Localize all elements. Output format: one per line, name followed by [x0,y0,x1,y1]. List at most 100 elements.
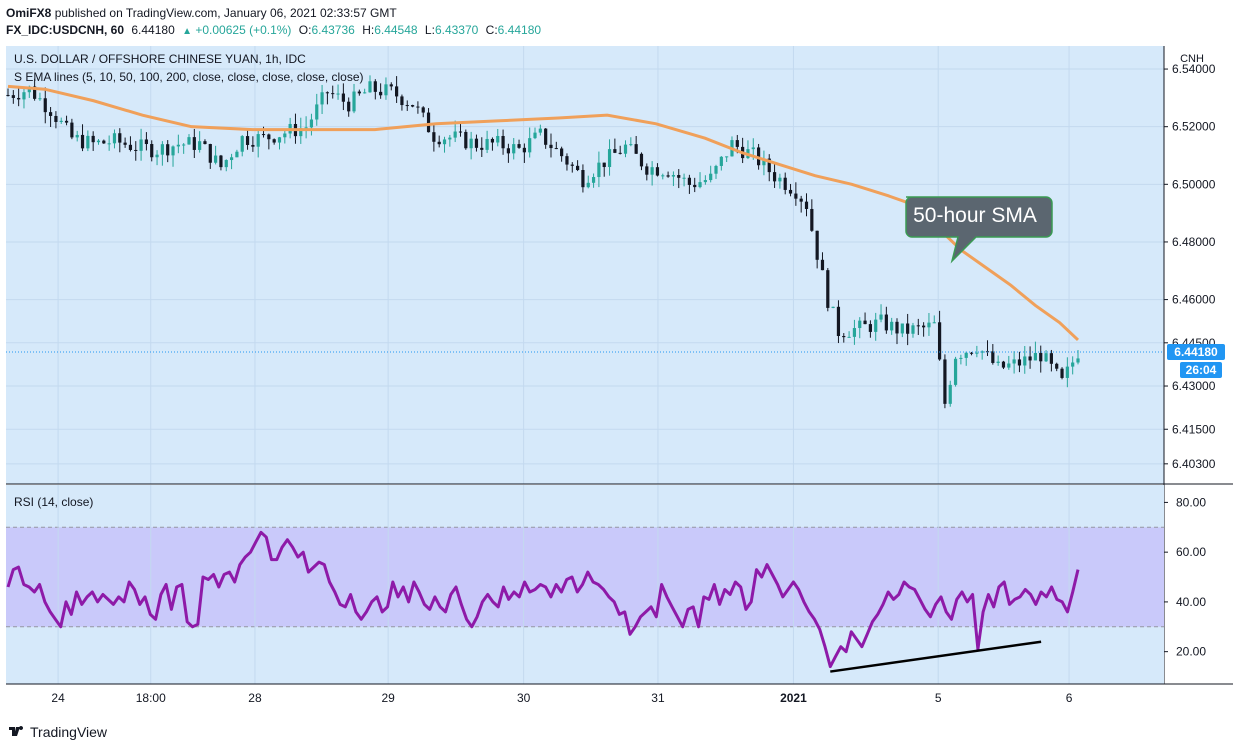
candle-body [842,336,846,338]
publisher-name[interactable]: OmiFX8 [6,6,52,20]
candle-body [1071,362,1075,367]
candle-body [650,167,654,175]
candle-body [751,147,755,150]
rsi-axis[interactable]: 80.00 60.00 40.00 20.00 [1164,495,1206,659]
candle-body [645,166,649,175]
candle-body [331,93,335,95]
candle-body [208,144,212,163]
candle-body [836,306,841,337]
candle-body [1033,352,1038,361]
candle-body [639,153,644,167]
candle-body [80,134,85,149]
candle-body [735,140,739,147]
candle-body [490,138,495,143]
candle-body [485,138,489,150]
candle-body [783,177,787,190]
candle-body [767,158,771,173]
candle-body [591,177,596,183]
rsi-tick-label: 80.00 [1176,495,1206,509]
candle-body [634,144,638,154]
candle-body [309,119,314,128]
candle-body [996,361,1000,363]
candle-body [192,137,196,150]
chart-canvas[interactable]: U.S. DOLLAR / OFFSHORE CHINESE YUAN, 1h,… [0,40,1233,716]
ema-indicator-label[interactable]: S EMA lines (5, 10, 50, 100, 200, close,… [14,70,364,84]
price-tick-label: 6.50000 [1172,177,1216,191]
candle-body [762,158,766,166]
candle-body [911,325,915,334]
time-tick-label: 18:00 [136,691,166,705]
candle-body [400,96,404,106]
rsi-tick-label: 20.00 [1176,645,1206,659]
candle-body [272,139,276,143]
candle-body [884,314,888,331]
candle-body [219,155,223,168]
candle-body [432,132,436,142]
candle-body [655,167,660,176]
symbol-line: FX_IDC:USDCNH, 60 6.44180 ▲ +0.00625 (+0… [6,23,541,37]
candle-body [182,144,186,146]
candle-body [629,144,633,146]
candle-body [714,165,718,174]
candle-body [416,106,420,108]
candle-body [59,120,63,122]
candle-body [959,357,963,359]
candle-body [826,270,830,308]
candle-body [405,105,409,107]
candle-body [70,122,74,138]
footer: TradingView [0,716,1233,750]
candle-body [858,320,862,329]
candle-body [693,184,697,188]
price-pane-title: U.S. DOLLAR / OFFSHORE CHINESE YUAN, 1h,… [14,52,306,66]
candle-body [969,352,974,354]
time-axis[interactable]: 24 18:00 28 29 30 31 2021 5 6 [51,691,1072,705]
up-arrow-icon: ▲ [182,26,193,37]
tradingview-logo[interactable]: TradingView [8,724,107,740]
rsi-trendline [830,640,1042,673]
candle-body [799,198,803,202]
publish-info: OmiFX8 published on TradingView.com, Jan… [6,6,397,20]
symbol-label[interactable]: FX_IDC:USDCNH, 60 [6,23,125,37]
candle-body [863,320,867,325]
ohlc-high: H:6.44548 [362,23,418,37]
candle-body [991,351,995,363]
candle-body [852,328,857,337]
candle-body [927,322,931,328]
candle-body [320,92,324,105]
sma-line [7,84,1080,342]
callout-text: 50-hour SMA [913,204,1037,227]
candle-body [251,144,255,147]
candle-body [187,137,191,145]
time-tick-label: 6 [1066,691,1073,705]
candle-body [576,165,580,171]
candle-body [123,142,127,145]
candle-body [267,134,271,140]
candle-body [352,91,356,112]
sma-callout: 50-hour SMA [905,196,1053,264]
candle-body [469,138,473,149]
bar-countdown: 26:04 [1186,363,1217,377]
price-axis[interactable]: 6.540006.520006.500006.480006.460006.445… [1164,62,1216,471]
candle-body [725,156,729,158]
candle-body [602,162,606,168]
price-tick-label: 6.41500 [1172,422,1216,436]
candle-body [384,84,388,96]
price-pane[interactable] [6,46,1164,484]
candle-body [256,134,260,147]
candle-body [810,208,814,231]
last-price: 6.44180 [131,23,175,37]
candle-body [565,156,569,165]
rsi-pane-title[interactable]: RSI (14, close) [14,495,93,509]
candle-body [336,93,340,95]
candle-body [597,162,601,178]
time-tick-label: 30 [517,691,531,705]
candle-body [341,93,345,102]
candle-body [54,115,58,122]
ohlc-open: O:6.43736 [298,23,355,37]
candle-body [134,149,138,151]
last-price-label: 6.44180 [1174,345,1218,359]
candle-body [820,259,825,271]
candle-body [224,160,228,168]
price-tick-label: 6.43000 [1172,379,1216,393]
candle-body [437,141,441,145]
